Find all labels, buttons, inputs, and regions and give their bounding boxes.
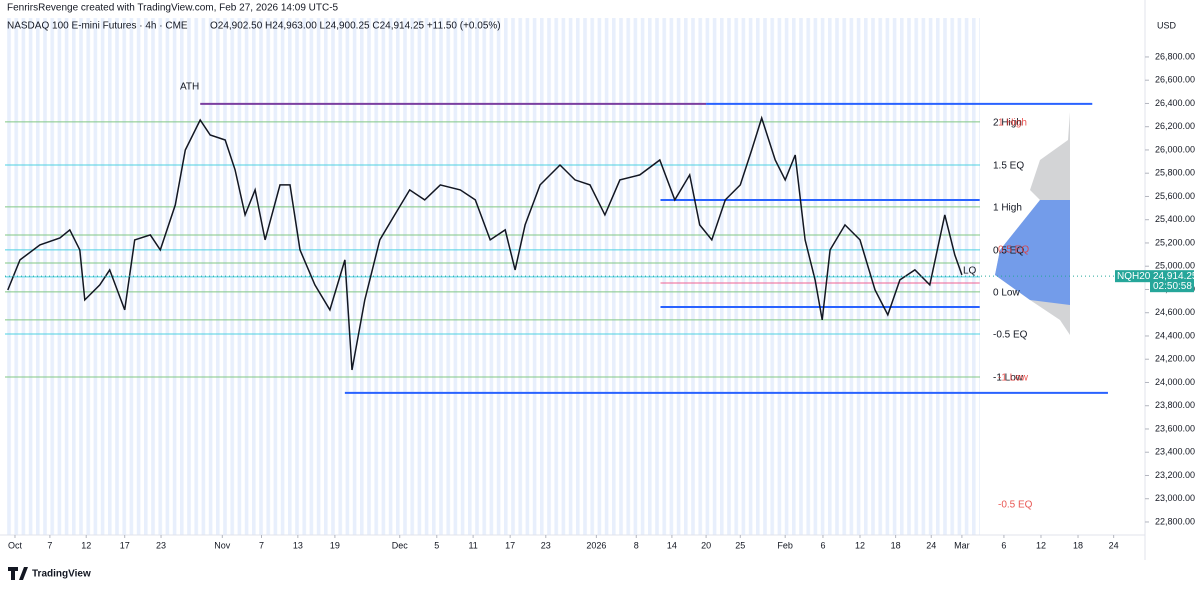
logo-text: TradingView bbox=[32, 569, 91, 580]
logo-mark bbox=[8, 567, 28, 580]
annotation: -1 Low bbox=[998, 373, 1029, 384]
x-tick-label: Mar bbox=[954, 540, 970, 550]
level-label: 2 High bbox=[993, 118, 1022, 129]
level-label: -1 Low bbox=[993, 373, 1024, 384]
x-tick-label: 7 bbox=[47, 540, 52, 550]
level-label: -0.5 EQ bbox=[993, 330, 1028, 341]
x-tick-label: 25 bbox=[735, 540, 745, 550]
x-tick-label: Nov bbox=[214, 540, 231, 550]
volume-profile-value-area bbox=[995, 200, 1070, 305]
x-tick-label: Oct bbox=[8, 540, 23, 550]
x-tick-label: 14 bbox=[667, 540, 677, 550]
x-tick-label: 6 bbox=[1001, 540, 1006, 550]
y-tick-label: 22,800.00 bbox=[1155, 516, 1195, 526]
x-tick-label: 23 bbox=[156, 540, 166, 550]
y-tick-label: 26,000.00 bbox=[1155, 144, 1195, 154]
currency: USD bbox=[1157, 20, 1177, 30]
y-tick-label: 23,400.00 bbox=[1155, 447, 1195, 457]
symbol-tag-label: NQH2026 bbox=[1117, 271, 1162, 282]
price-tag bbox=[1150, 270, 1194, 293]
credit: FenrirsRevenge created with TradingView.… bbox=[7, 3, 339, 14]
y-tick-label: 23,800.00 bbox=[1155, 400, 1195, 410]
x-tick-label: 18 bbox=[891, 540, 901, 550]
price-tag-label: 24,914.25 bbox=[1153, 271, 1198, 282]
y-tick-label: 24,000.00 bbox=[1155, 377, 1195, 387]
x-tick-label: 17 bbox=[505, 540, 515, 550]
y-tick-label: 23,200.00 bbox=[1155, 470, 1195, 480]
y-tick-label: 26,200.00 bbox=[1155, 121, 1195, 131]
x-tick-label: Feb bbox=[777, 540, 793, 550]
x-tick-label: 12 bbox=[855, 540, 865, 550]
y-tick-label: 23,600.00 bbox=[1155, 423, 1195, 433]
annotation: 1 High bbox=[998, 118, 1027, 129]
symbol: NASDAQ 100 E-mini Futures · 4h · CME bbox=[7, 21, 188, 32]
x-tick-label: 8 bbox=[634, 540, 639, 550]
x-tick-label: 5 bbox=[434, 540, 439, 550]
x-tick-label: 11 bbox=[468, 540, 477, 550]
x-tick-label: 6 bbox=[820, 540, 825, 550]
y-tick-label: 25,200.00 bbox=[1155, 237, 1195, 247]
level-label: 0.5 EQ bbox=[993, 246, 1024, 257]
annotation: ATH bbox=[180, 82, 199, 93]
logo: TradingView bbox=[8, 567, 91, 580]
y-tick-label: 25,000.00 bbox=[1155, 261, 1195, 271]
level-label: 1 High bbox=[993, 203, 1022, 214]
x-tick-label: 23 bbox=[541, 540, 551, 550]
x-tick-label: 20 bbox=[701, 540, 711, 550]
x-tick-label: 2026 bbox=[586, 540, 606, 550]
x-tick-label: 17 bbox=[120, 540, 130, 550]
y-tick-label: 24,200.00 bbox=[1155, 354, 1195, 364]
x-tick-label: Dec bbox=[392, 540, 409, 550]
x-tick-label: 12 bbox=[81, 540, 91, 550]
level-label: 1.5 EQ bbox=[993, 161, 1024, 172]
annotation: 0.5 EQ bbox=[998, 245, 1029, 256]
price-line bbox=[7, 115, 963, 371]
x-tick-label: 12 bbox=[1036, 540, 1046, 550]
annotation: -0.5 EQ bbox=[998, 500, 1033, 511]
x-tick-label: 18 bbox=[1073, 540, 1083, 550]
x-tick-label: 7 bbox=[259, 540, 264, 550]
x-tick-label: 24 bbox=[926, 540, 936, 550]
y-tick-label: 23,000.00 bbox=[1155, 493, 1195, 503]
y-tick-label: 24,400.00 bbox=[1155, 330, 1195, 340]
y-tick-label: 25,400.00 bbox=[1155, 214, 1195, 224]
y-tick-label: 24,600.00 bbox=[1155, 307, 1195, 317]
x-tick-label: 24 bbox=[1109, 540, 1119, 550]
symbol-tag bbox=[1115, 270, 1150, 283]
level-label: 0 Low bbox=[993, 288, 1020, 299]
x-tick-label: 19 bbox=[330, 540, 340, 550]
y-tick-label: 26,600.00 bbox=[1155, 75, 1195, 85]
ohlc: O24,902.50 H24,963.00 L24,900.25 C24,914… bbox=[210, 21, 501, 32]
y-tick-label: 25,600.00 bbox=[1155, 191, 1195, 201]
countdown: 02:50:58 bbox=[1153, 281, 1192, 292]
y-tick-label: 25,800.00 bbox=[1155, 168, 1195, 178]
y-tick-label: 26,800.00 bbox=[1155, 51, 1195, 61]
y-tick-label: 26,400.00 bbox=[1155, 98, 1195, 108]
annotation: LQ bbox=[963, 266, 977, 277]
x-tick-label: 13 bbox=[293, 540, 303, 550]
